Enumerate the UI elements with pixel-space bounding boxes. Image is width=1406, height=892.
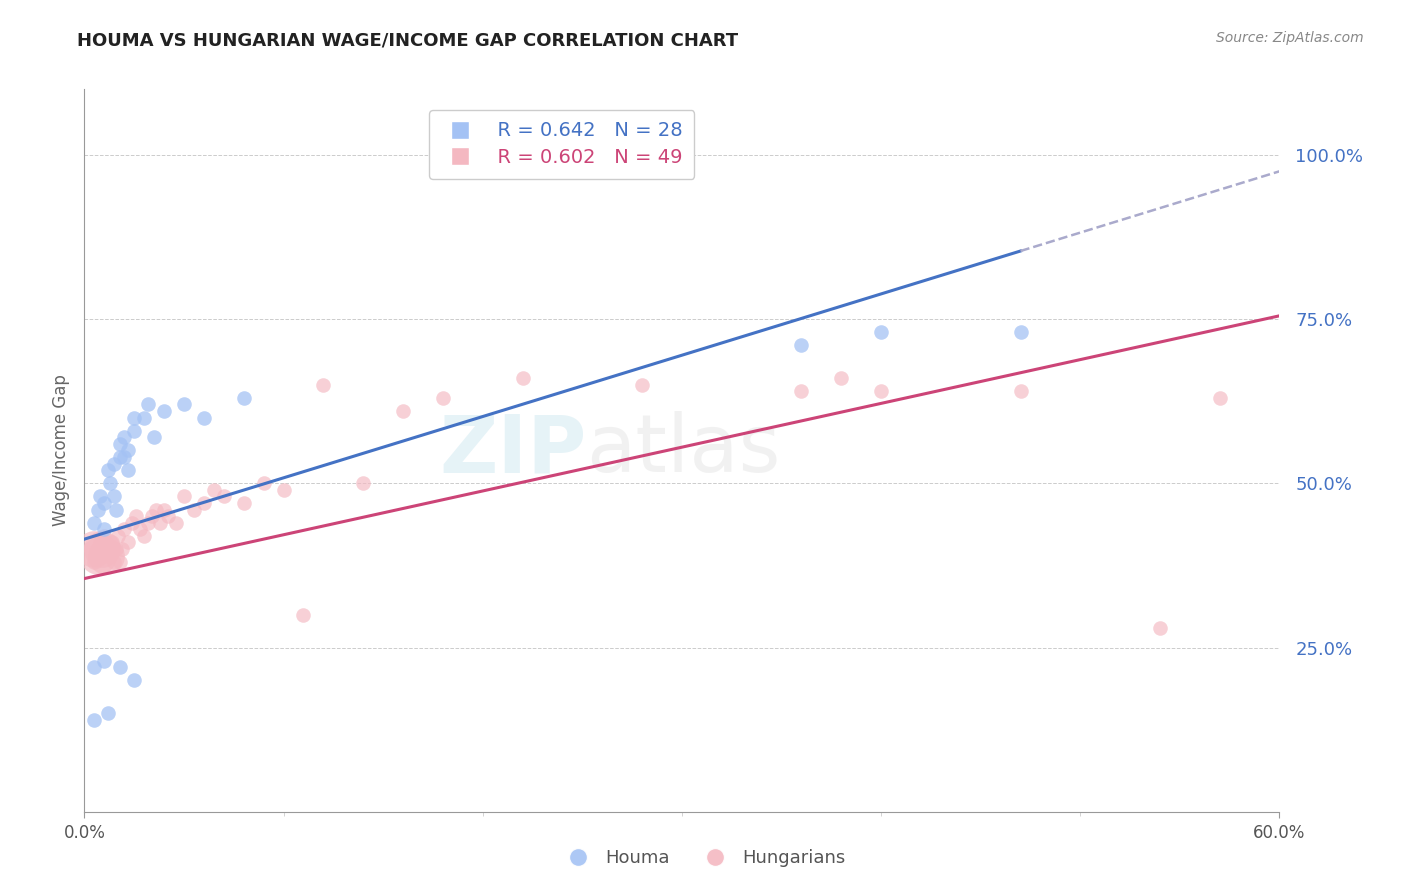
- Point: [93, 529, 115, 543]
- Legend:   R = 0.642   N = 28,   R = 0.602   N = 49: R = 0.642 N = 28, R = 0.602 N = 49: [429, 110, 695, 179]
- Point: [98, 549, 121, 563]
- Point: [193, 496, 215, 510]
- Point: [212, 490, 235, 504]
- Point: [512, 371, 534, 385]
- Point: [157, 509, 180, 524]
- Point: [83, 713, 105, 727]
- Point: [122, 410, 145, 425]
- Point: [145, 502, 167, 516]
- Point: [103, 457, 125, 471]
- Point: [143, 430, 166, 444]
- Point: [273, 483, 295, 497]
- Point: [105, 541, 128, 556]
- Point: [83, 541, 105, 556]
- Point: [96, 535, 118, 549]
- Point: [110, 660, 132, 674]
- Point: [93, 522, 115, 536]
- Point: [117, 463, 139, 477]
- Y-axis label: Wage/Income Gap: Wage/Income Gap: [52, 375, 70, 526]
- Point: [97, 463, 120, 477]
- Point: [83, 660, 105, 674]
- Point: [1149, 621, 1171, 635]
- Point: [117, 443, 139, 458]
- Legend: Houma, Hungarians: Houma, Hungarians: [553, 842, 853, 874]
- Point: [107, 529, 129, 543]
- Point: [93, 654, 115, 668]
- Point: [103, 555, 125, 569]
- Point: [1010, 384, 1032, 399]
- Point: [110, 450, 132, 464]
- Point: [790, 338, 813, 352]
- Point: [91, 541, 114, 556]
- Point: [110, 555, 132, 569]
- Point: [830, 371, 852, 385]
- Point: [136, 516, 159, 530]
- Point: [86, 549, 108, 563]
- Point: [141, 509, 163, 524]
- Point: [165, 516, 187, 530]
- Point: [96, 549, 118, 563]
- Point: [232, 496, 254, 510]
- Point: [110, 437, 132, 451]
- Point: [103, 490, 125, 504]
- Point: [173, 490, 195, 504]
- Point: [352, 476, 374, 491]
- Text: Source: ZipAtlas.com: Source: ZipAtlas.com: [1216, 31, 1364, 45]
- Point: [112, 430, 135, 444]
- Point: [136, 397, 159, 411]
- Point: [112, 522, 135, 536]
- Point: [202, 483, 225, 497]
- Point: [87, 502, 110, 516]
- Point: [432, 391, 454, 405]
- Point: [183, 502, 205, 516]
- Point: [105, 502, 128, 516]
- Point: [117, 535, 139, 549]
- Point: [129, 522, 152, 536]
- Text: HOUMA VS HUNGARIAN WAGE/INCOME GAP CORRELATION CHART: HOUMA VS HUNGARIAN WAGE/INCOME GAP CORRE…: [77, 31, 738, 49]
- Point: [1010, 325, 1032, 339]
- Point: [112, 450, 135, 464]
- Point: [132, 410, 156, 425]
- Point: [97, 541, 120, 556]
- Point: [870, 325, 893, 339]
- Point: [392, 404, 415, 418]
- Point: [93, 496, 115, 510]
- Point: [91, 549, 114, 563]
- Point: [153, 502, 176, 516]
- Point: [125, 509, 148, 524]
- Text: ZIP: ZIP: [439, 411, 586, 490]
- Point: [1209, 391, 1232, 405]
- Point: [193, 410, 215, 425]
- Point: [98, 476, 121, 491]
- Point: [292, 607, 315, 622]
- Point: [83, 555, 105, 569]
- Point: [89, 535, 111, 549]
- Point: [132, 529, 156, 543]
- Point: [111, 541, 134, 556]
- Point: [83, 516, 105, 530]
- Point: [87, 549, 110, 563]
- Point: [87, 541, 110, 556]
- Text: atlas: atlas: [586, 411, 780, 490]
- Point: [153, 404, 176, 418]
- Point: [232, 391, 254, 405]
- Point: [790, 384, 813, 399]
- Point: [121, 516, 143, 530]
- Point: [122, 673, 145, 688]
- Point: [97, 706, 120, 721]
- Point: [101, 535, 124, 549]
- Point: [122, 424, 145, 438]
- Point: [149, 516, 172, 530]
- Point: [870, 384, 893, 399]
- Point: [253, 476, 276, 491]
- Point: [173, 397, 195, 411]
- Point: [89, 490, 111, 504]
- Point: [312, 377, 335, 392]
- Point: [631, 377, 654, 392]
